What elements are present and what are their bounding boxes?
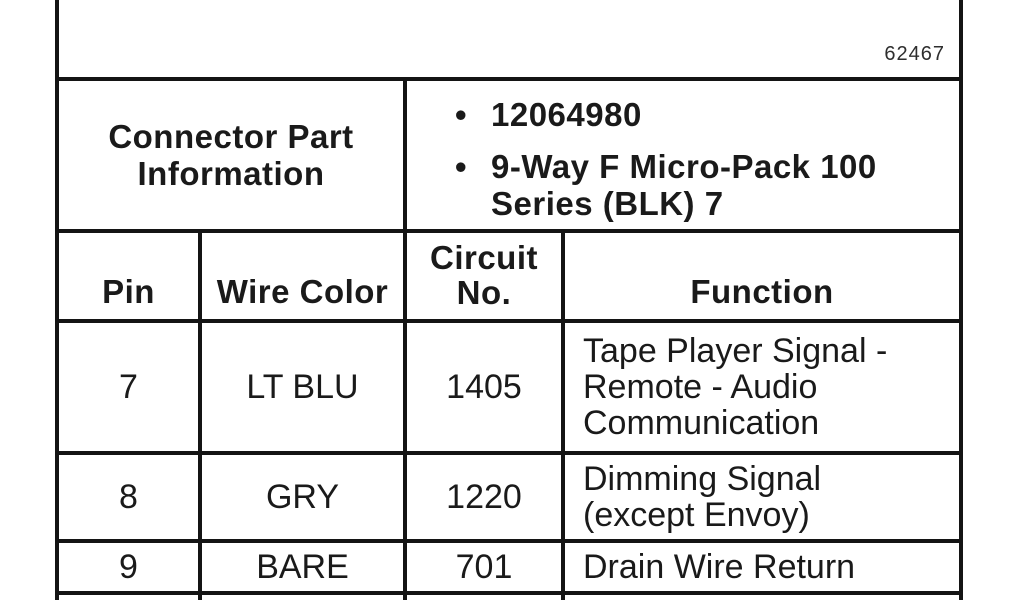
table-border-horizontal <box>55 539 963 543</box>
circuit-no-cell: 1405 <box>446 368 522 406</box>
connector-part-info-cell: Connector Part Information <box>108 118 354 192</box>
pin-header-cell: Pin <box>102 273 155 310</box>
table-border-vertical-right <box>959 0 963 600</box>
table-border-vertical-circuit <box>561 229 565 600</box>
list-item: • 12064980 <box>455 96 642 133</box>
function-cell: Tape Player Signal - Remote - Audio Comm… <box>583 332 888 442</box>
pin-cell: 8 <box>119 478 138 516</box>
table-border-horizontal <box>55 77 963 81</box>
table-border-horizontal <box>55 319 963 323</box>
wire-color-cell: GRY <box>265 478 340 516</box>
bullet-dot-icon: • <box>455 96 468 133</box>
table-border-horizontal <box>55 451 963 455</box>
wire-color-header-cell: Wire Color <box>216 273 389 310</box>
circuit-no-cell: 701 <box>455 548 513 586</box>
connector-series-description: 9-Way F Micro-Pack 100 Series (BLK) 7 <box>491 148 877 222</box>
circuit-no-cell: 1220 <box>446 478 522 516</box>
function-cell: Drain Wire Return <box>583 548 856 586</box>
function-header-cell: Function <box>690 273 834 310</box>
table-border-horizontal <box>55 229 963 233</box>
table-border-horizontal <box>55 591 963 595</box>
table-border-vertical-mid <box>403 77 407 600</box>
table-border-vertical-left <box>55 0 59 600</box>
wire-color-cell: BARE <box>256 548 349 586</box>
connector-part-number: 12064980 <box>491 96 642 133</box>
bullet-dot-icon: • <box>455 148 468 185</box>
circuit-no-header-cell: Circuit No. <box>429 239 538 311</box>
table-border-vertical-pin <box>198 229 202 600</box>
pin-cell: 7 <box>119 368 138 406</box>
list-item: • 9-Way F Micro-Pack 100 Series (BLK) 7 <box>455 148 877 222</box>
connector-parts-list: • 12064980 • 9-Way F Micro-Pack 100 Seri… <box>407 81 959 229</box>
pin-cell: 9 <box>119 548 138 586</box>
wire-color-cell: LT BLU <box>246 368 359 406</box>
figure-number: 62467 <box>884 43 945 65</box>
function-cell: Dimming Signal (except Envoy) <box>583 460 822 534</box>
